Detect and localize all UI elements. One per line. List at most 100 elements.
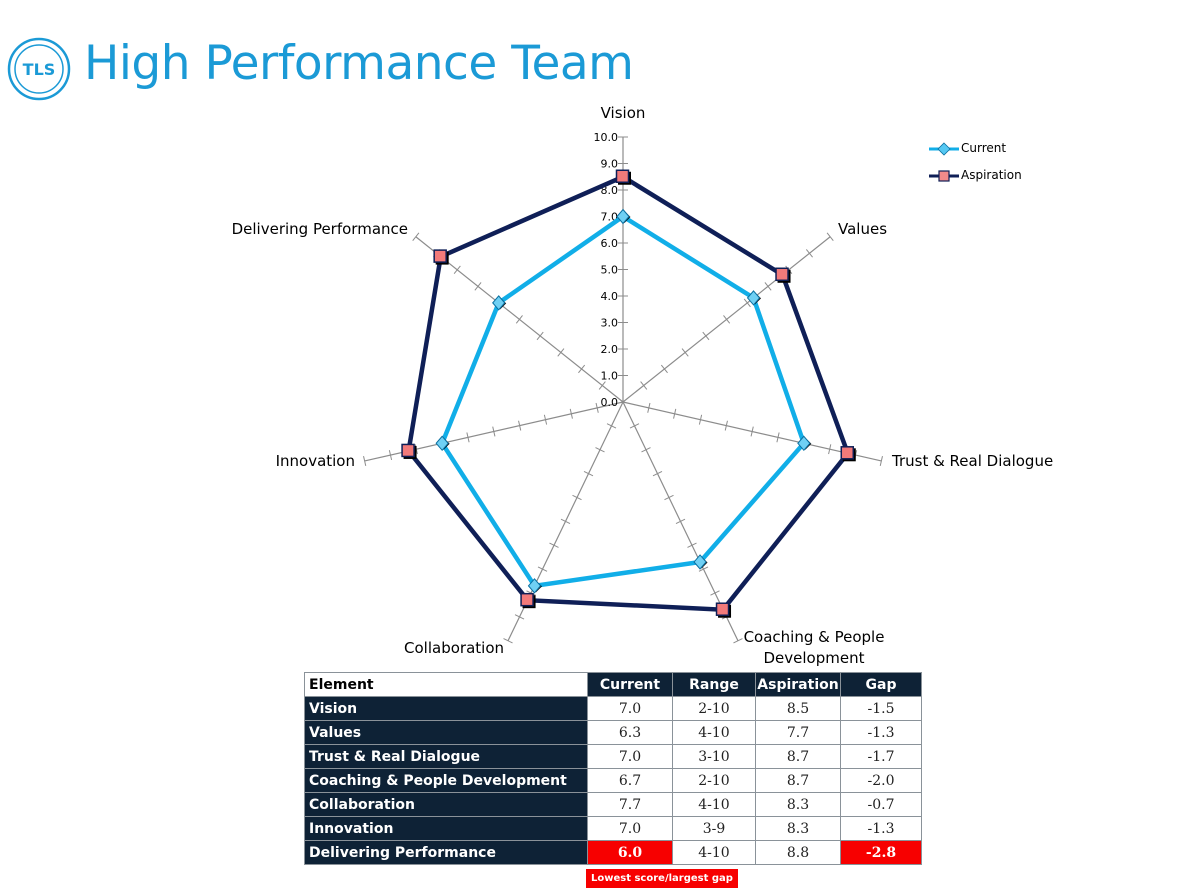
radial-tick-labels: 0.0 1.0 2.0 3.0 4.0 5.0 6.0 7.0 8.0 9.0 10.0 bbox=[594, 131, 619, 409]
radial-tick-label: 9.0 bbox=[601, 158, 619, 171]
cell-range: 4-10 bbox=[672, 792, 756, 817]
axis-label-innovation: Innovation bbox=[276, 452, 355, 470]
cell-gap: -2.8 bbox=[840, 840, 922, 865]
radial-tick-label: 1.0 bbox=[601, 370, 619, 383]
axis-tick bbox=[412, 232, 420, 241]
axis-tick bbox=[595, 402, 599, 413]
axis-label-line: Values bbox=[838, 220, 887, 238]
axis-tick bbox=[640, 381, 648, 390]
cell-gap: -1.3 bbox=[840, 816, 922, 841]
cell-element: Innovation bbox=[304, 816, 588, 841]
table-header-row: Element Current Range Aspiration Gap bbox=[304, 672, 922, 697]
axis-tick bbox=[776, 432, 780, 443]
axis-tick bbox=[474, 282, 482, 291]
axis-tick bbox=[629, 423, 640, 429]
axis-tick bbox=[641, 447, 651, 453]
cell-current: 6.7 bbox=[587, 768, 673, 793]
table-row: Collaboration 7.7 4-10 8.3 -0.7 bbox=[304, 792, 922, 817]
cell-aspiration: 8.7 bbox=[755, 768, 841, 793]
table-row: Coaching & People Development 6.7 2-10 8.7-… bbox=[304, 768, 922, 793]
axis-tick bbox=[606, 423, 617, 429]
axis-label-trust-real-dialogue: Trust & Real Dialogue bbox=[891, 452, 1053, 470]
radial-tick-label: 10.0 bbox=[594, 131, 619, 144]
lowest-score-note: Lowest score/largest gap bbox=[586, 869, 738, 888]
table-row: Vision 7.0 2-10 8.5 -1.5 bbox=[304, 696, 922, 721]
series-line-aspiration bbox=[406, 174, 851, 613]
axis-label-coaching-people-development: Coaching & People Development bbox=[744, 628, 885, 667]
axis-tick bbox=[569, 408, 573, 419]
cell-element: Collaboration bbox=[304, 792, 588, 817]
cell-current: 6.3 bbox=[587, 720, 673, 745]
axis-tick bbox=[388, 450, 393, 461]
axis-tick bbox=[537, 566, 548, 572]
cell-current: 7.0 bbox=[587, 696, 673, 721]
table-row: Delivering Performance 6.0 4-10 8.8 -2.8 bbox=[304, 840, 922, 865]
data-point-aspiration bbox=[840, 446, 855, 460]
cell-range: 3-9 bbox=[672, 816, 756, 841]
legend-label-aspiration: Aspiration bbox=[961, 168, 1022, 182]
data-point-aspiration bbox=[401, 443, 415, 458]
data-point-aspiration bbox=[520, 592, 534, 607]
data-point-current bbox=[527, 578, 542, 594]
axis-labels: Vision Values Trust & Real Dialogue Coachin… bbox=[232, 104, 1054, 667]
series-layer bbox=[401, 169, 856, 618]
legend-aspiration-swatch bbox=[929, 170, 959, 182]
axis-tick bbox=[466, 432, 470, 443]
axis-label-line: Vision bbox=[601, 104, 646, 122]
header-aspiration: Aspiration bbox=[755, 672, 841, 697]
radial-tick-label: 0.0 bbox=[601, 396, 619, 409]
axis-tick bbox=[647, 402, 651, 413]
axis-tick bbox=[687, 542, 697, 548]
axis-tick bbox=[724, 420, 728, 431]
radial-tick-label: 7.0 bbox=[601, 211, 619, 224]
axis-label-vision: Vision bbox=[601, 104, 646, 122]
axis-tick bbox=[503, 638, 513, 644]
radar-chart: 0.0 1.0 2.0 3.0 4.0 5.0 6.0 7.0 8.0 9.0 10.0 Visio… bbox=[232, 104, 1054, 667]
axis-tick bbox=[750, 426, 754, 437]
axis-tick bbox=[557, 348, 565, 357]
axis-tick bbox=[826, 232, 834, 241]
axis-label-line: Delivering Performance bbox=[232, 220, 408, 238]
axis-label-values: Values bbox=[838, 220, 887, 238]
header-gap: Gap bbox=[840, 672, 922, 697]
axis-tick bbox=[453, 265, 461, 275]
table-row: Innovation 7.0 3-9 8.3 -1.3 bbox=[304, 816, 922, 841]
cell-element: Vision bbox=[304, 696, 588, 721]
cell-aspiration: 8.7 bbox=[755, 744, 841, 769]
cell-range: 4-10 bbox=[672, 840, 756, 865]
axis-tick bbox=[698, 566, 709, 572]
axis-tick bbox=[723, 315, 731, 324]
axis-tick bbox=[578, 364, 586, 374]
tls-logo: TLS bbox=[7, 37, 71, 101]
axis-tick bbox=[698, 414, 703, 425]
series-line-current bbox=[439, 213, 807, 589]
header-current: Current bbox=[587, 672, 673, 697]
cell-aspiration: 8.8 bbox=[755, 840, 841, 865]
radial-tick-label: 8.0 bbox=[601, 184, 619, 197]
axis-tick bbox=[660, 364, 668, 374]
table-row: Values 6.3 4-10 7.7 -1.3 bbox=[304, 720, 922, 745]
cell-range: 3-10 bbox=[672, 744, 756, 769]
axis-tick bbox=[733, 638, 743, 644]
axis-tick bbox=[652, 471, 663, 477]
cell-current: 6.0 bbox=[587, 840, 673, 865]
radial-tick-label: 3.0 bbox=[601, 317, 619, 330]
axis-label-line: Development bbox=[764, 649, 865, 667]
axis-label-line: Trust & Real Dialogue bbox=[891, 452, 1053, 470]
axis-tick bbox=[572, 494, 582, 501]
cell-element: Values bbox=[304, 720, 588, 745]
axis-tick bbox=[536, 331, 544, 341]
axis-tick bbox=[583, 471, 594, 477]
cell-element: Coaching & People Development bbox=[304, 768, 588, 793]
cell-element: Delivering Performance bbox=[304, 840, 588, 865]
table-row: Trust & Real Dialogue 7.0 3-10 8.7 -1.7 bbox=[304, 744, 922, 769]
cell-range: 4-10 bbox=[672, 720, 756, 745]
data-point-aspiration bbox=[615, 169, 630, 183]
legend-current-swatch bbox=[929, 142, 959, 156]
axis-tick bbox=[595, 447, 605, 453]
logo-text: TLS bbox=[23, 60, 56, 79]
axis-label-line: Collaboration bbox=[404, 639, 504, 657]
cell-range: 2-10 bbox=[672, 696, 756, 721]
axis-tick bbox=[664, 494, 674, 501]
axis-tick bbox=[702, 331, 710, 341]
